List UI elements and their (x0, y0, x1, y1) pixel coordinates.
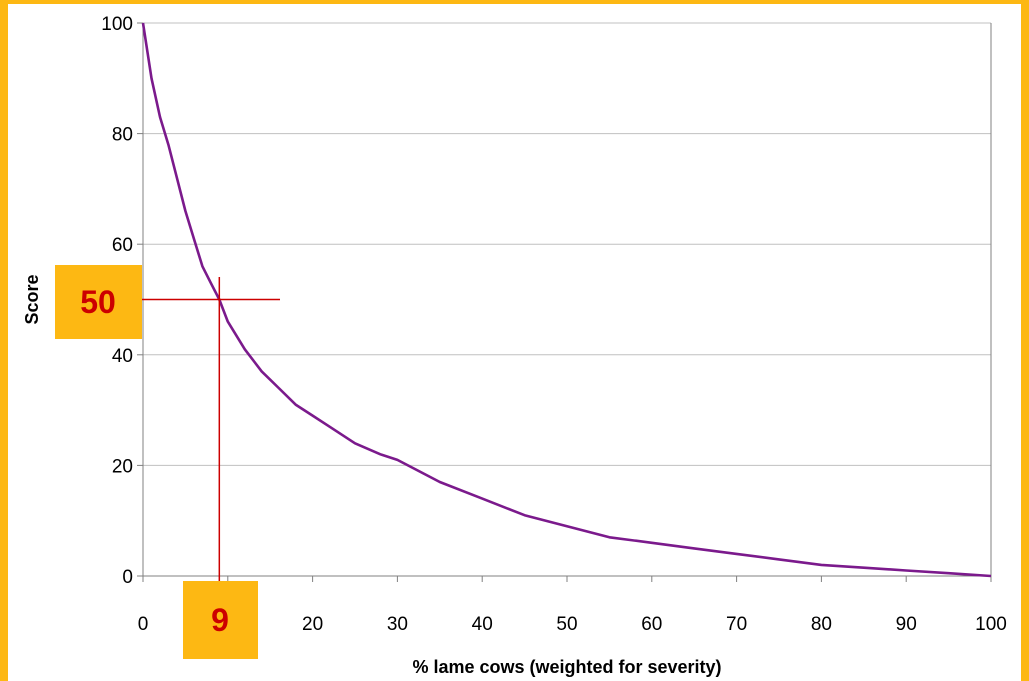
x-tick-label: 20 (302, 614, 323, 635)
x-callout-label: 9 (211, 602, 229, 638)
x-tick-label: 50 (556, 614, 577, 635)
x-tick-label: 70 (726, 614, 747, 635)
series-line-0 (141, 22, 992, 578)
x-tick-label: 30 (387, 614, 408, 635)
y-tick-label: 60 (112, 235, 133, 256)
y-tick-label: 100 (101, 14, 133, 35)
annotation-layer: 50 9 (55, 265, 280, 659)
gridlines (143, 22, 991, 466)
x-tick-label: 90 (896, 614, 917, 635)
y-tick-label: 0 (122, 567, 133, 588)
x-tick-label: 60 (641, 614, 662, 635)
y-tick-label: 40 (112, 346, 133, 367)
x-callout-box (183, 581, 258, 659)
y-axis-ticks: 0 20 40 60 80 100 (101, 14, 143, 588)
y-callout-label: 50 (80, 284, 116, 320)
x-tick-label: 40 (472, 614, 493, 635)
x-tick-label: 100 (975, 614, 1007, 635)
x-axis-title: % lame cows (weighted for severity) (412, 657, 721, 677)
x-tick-label: 0 (138, 614, 149, 635)
y-tick-label: 80 (112, 125, 133, 146)
y-tick-label: 20 (112, 456, 133, 477)
y-callout-box (55, 265, 142, 339)
series-layer (141, 22, 992, 578)
y-axis-title: Score (22, 274, 42, 324)
x-axis-ticks: 0102030405060708090100 (138, 576, 1007, 635)
x-tick-label: 80 (811, 614, 832, 635)
